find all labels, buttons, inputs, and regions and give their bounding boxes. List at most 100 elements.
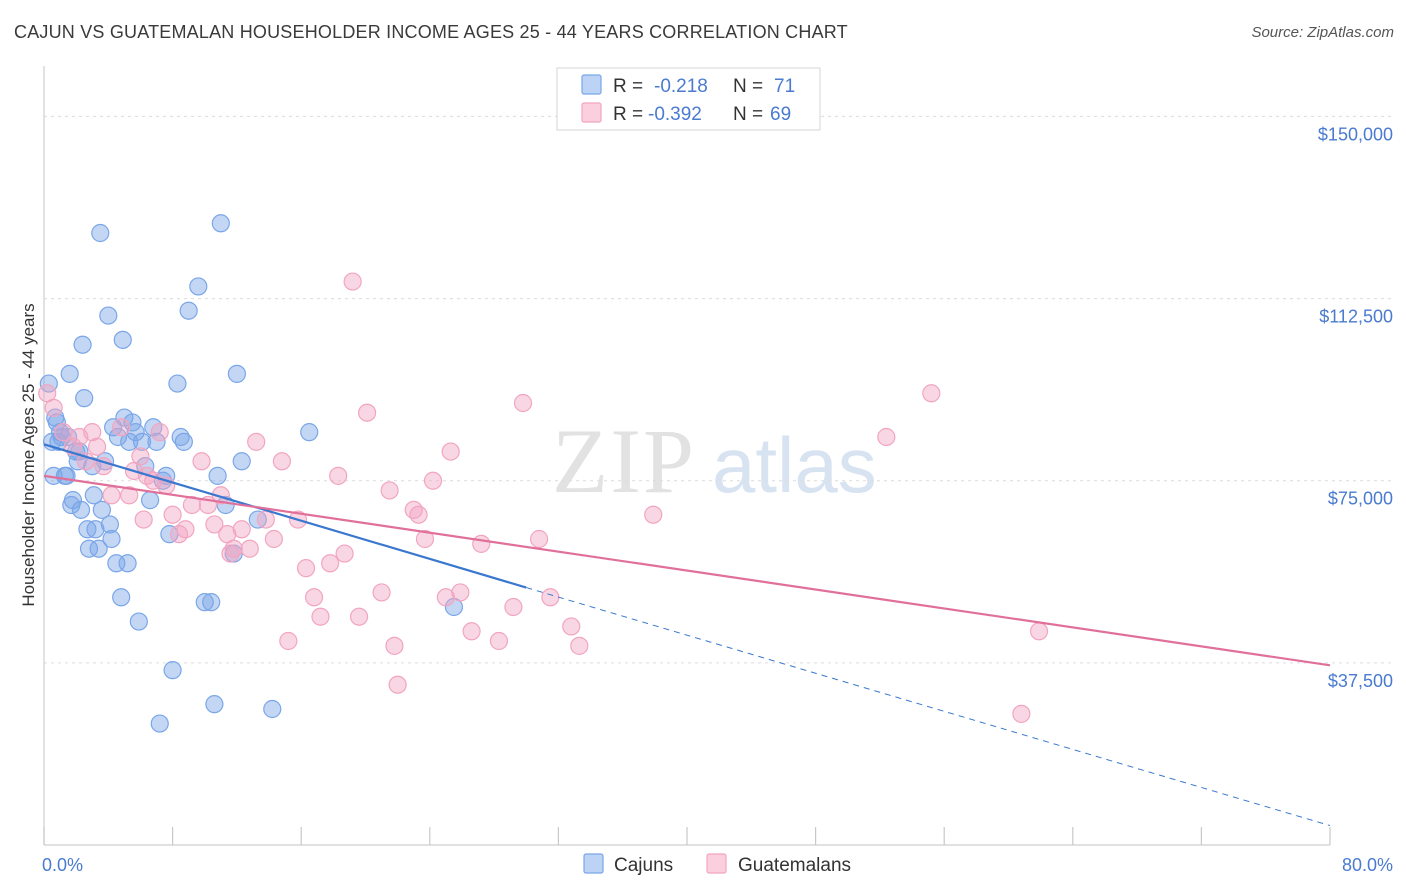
top-legend: R = -0.218 N = 71 R = -0.392 N = 69 (556, 67, 821, 131)
data-point (73, 335, 92, 354)
guatemalan-series (38, 272, 1049, 723)
data-point (922, 384, 941, 403)
data-point (163, 505, 182, 524)
data-point (513, 393, 533, 413)
chart-title: CAJUN VS GUATEMALAN HOUSEHOLDER INCOME A… (14, 22, 848, 42)
data-point (171, 427, 190, 447)
bottom-legend-swatch-guatemalan (706, 853, 727, 874)
watermark-zip: ZIP (552, 410, 696, 512)
data-point (263, 699, 282, 719)
data-point (311, 607, 330, 626)
data-point (358, 403, 377, 422)
y-tick-label: $150,000 (1318, 124, 1393, 144)
data-point (112, 418, 131, 437)
data-point (415, 529, 435, 549)
data-point (129, 612, 148, 631)
trend-line-guatemalan (43, 474, 1331, 667)
data-point (100, 515, 120, 534)
data-point (99, 306, 118, 325)
data-point (102, 486, 121, 505)
watermark-atlas: atlas (712, 421, 877, 509)
y-axis-title: Householder Income Ages 25 - 44 years (19, 303, 38, 606)
legend-r-label-cajun: R = (613, 76, 643, 97)
data-point (232, 452, 251, 471)
data-point (44, 398, 63, 417)
axes (43, 66, 1331, 846)
data-point (385, 636, 404, 655)
data-point (60, 364, 79, 383)
legend-r-value-guatemalan: -0.392 (648, 104, 702, 125)
data-point (123, 413, 142, 432)
data-point (120, 486, 139, 505)
data-point (216, 495, 235, 515)
data-point (75, 389, 94, 408)
data-point (84, 486, 103, 505)
data-point (877, 427, 896, 447)
bottom-legend: Cajuns Guatemalans (583, 853, 851, 876)
data-point (1029, 622, 1049, 641)
data-point (541, 588, 560, 607)
data-point (247, 432, 266, 451)
tick-labels: $37,500 $75,000 $112,500 $150,000 0.0% 80.0% (42, 124, 1393, 875)
data-point (179, 301, 198, 320)
data-point (644, 505, 663, 524)
data-point (211, 214, 230, 233)
data-point (462, 622, 481, 641)
data-point (57, 466, 76, 485)
bottom-legend-swatch-cajun (583, 853, 604, 874)
y-tick-label: $112,500 (1319, 307, 1393, 327)
data-point (92, 500, 111, 519)
data-point (321, 554, 340, 573)
data-point (409, 505, 428, 524)
data-point (279, 631, 298, 651)
gridlines (44, 115, 1392, 664)
data-point (86, 520, 105, 539)
data-point (113, 330, 132, 349)
data-point (570, 636, 589, 655)
data-point (1012, 704, 1031, 723)
legend-swatch-cajun (581, 74, 602, 95)
data-point (240, 539, 259, 558)
bottom-legend-label-guatemalan: Guatemalans (738, 855, 851, 876)
data-point (108, 427, 128, 447)
legend-n-label-guatemalan: N = (733, 104, 763, 125)
data-point (89, 539, 108, 558)
data-point (562, 617, 581, 636)
data-point (150, 714, 169, 733)
data-point (94, 457, 113, 476)
data-point (335, 544, 354, 563)
data-point (472, 534, 491, 553)
data-point (163, 661, 182, 680)
data-point (264, 529, 283, 549)
data-point (343, 272, 362, 291)
data-point (91, 223, 110, 243)
data-point (205, 515, 224, 534)
data-point (168, 374, 187, 393)
data-point (300, 423, 319, 442)
legend-n-label-cajun: N = (733, 76, 763, 97)
data-point (202, 593, 221, 612)
data-point (83, 423, 102, 442)
data-point (112, 588, 131, 607)
data-point (441, 442, 460, 461)
data-point (71, 500, 91, 519)
data-point (126, 423, 145, 442)
x-tick-label: 0.0% (42, 855, 83, 875)
data-point (224, 539, 243, 558)
x-tick-label: 80.0% (1342, 855, 1393, 875)
data-point (530, 529, 549, 549)
data-point (150, 423, 169, 442)
trend-line-cajun-extension (526, 587, 1331, 827)
data-point (296, 559, 316, 578)
data-point (192, 452, 211, 471)
data-point (147, 432, 166, 451)
data-point (304, 588, 324, 607)
data-point (134, 510, 153, 529)
bottom-legend-label-cajun: Cajuns (614, 855, 673, 876)
data-point (232, 520, 251, 539)
data-point (140, 491, 160, 510)
data-point (227, 364, 246, 383)
legend-n-value-cajun: 71 (774, 76, 795, 97)
data-point (174, 432, 193, 451)
